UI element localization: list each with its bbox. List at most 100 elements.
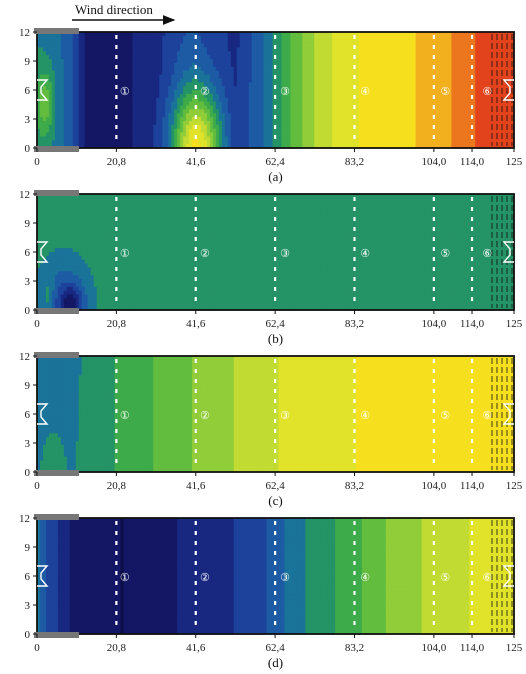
x-tick-label: 125 — [506, 642, 523, 654]
panel-4: ① ② ③ ④ ⑤ ⑥ 0 3 6 9 12 0 20,8 41,6 62,4 83,2 104,0 114,0 1… — [19, 513, 523, 670]
x-tick-label: 20,8 — [107, 156, 127, 168]
inlet-wall-bottom — [34, 470, 79, 476]
zone-label-3: ③ — [280, 86, 290, 98]
zone-label-2: ② — [200, 572, 210, 584]
zone-label-2: ② — [200, 410, 210, 422]
inlet-opening — [37, 241, 49, 263]
x-tick-label: 0 — [34, 480, 40, 492]
panel-caption: (b) — [268, 331, 283, 346]
x-tick-label: 114,0 — [460, 318, 485, 330]
inlet-opening — [37, 403, 49, 425]
zone-label-1: ① — [120, 572, 130, 584]
panel-caption: (a) — [268, 169, 282, 184]
wind-indicator: Wind direction — [72, 2, 176, 25]
x-tick-label: 62,4 — [265, 642, 285, 654]
wind-direction-label: Wind direction — [75, 2, 153, 17]
zone-label-5: ⑤ — [440, 410, 450, 422]
x-tick-label: 41,6 — [186, 318, 206, 330]
zone-label-4: ④ — [360, 86, 370, 98]
x-tick-label: 125 — [506, 480, 523, 492]
zone-label-1: ① — [120, 248, 130, 260]
panels: ① ② ③ ④ ⑤ ⑥ 0 3 6 9 12 0 20,8 41,6 62,4 83,2 104,0 114,0 1… — [19, 27, 523, 670]
contour-field — [37, 194, 515, 311]
x-tick-label: 41,6 — [186, 480, 206, 492]
panel-caption: (c) — [268, 493, 282, 508]
panel-3: ① ② ③ ④ ⑤ ⑥ 0 3 6 9 12 0 20,8 41,6 62,4 83,2 104,0 114,0 1… — [19, 351, 523, 508]
panel-caption: (d) — [268, 655, 283, 670]
y-tick-label: 3 — [25, 438, 31, 450]
x-tick-label: 114,0 — [460, 156, 485, 168]
y-tick-label: 3 — [25, 276, 31, 288]
zone-label-6: ⑥ — [482, 572, 492, 584]
y-tick-label: 12 — [19, 351, 30, 363]
y-tick-label: 0 — [25, 629, 31, 641]
x-tick-label: 114,0 — [460, 642, 485, 654]
zone-label-6: ⑥ — [482, 86, 492, 98]
x-tick-label: 104,0 — [421, 642, 446, 654]
zone-label-5: ⑤ — [440, 86, 450, 98]
inlet-wall-bottom — [34, 632, 79, 638]
x-tick-label: 62,4 — [265, 156, 285, 168]
x-tick-label: 0 — [34, 156, 40, 168]
x-tick-label: 41,6 — [186, 156, 206, 168]
zone-label-4: ④ — [360, 248, 370, 260]
panel-2: ① ② ③ ④ ⑤ ⑥ 0 3 6 9 12 0 20,8 41,6 62,4 83,2 104,0 114,0 1… — [19, 189, 523, 346]
zone-label-2: ② — [200, 248, 210, 260]
x-tick-label: 20,8 — [107, 642, 127, 654]
zone-label-2: ② — [200, 86, 210, 98]
panel-1: ① ② ③ ④ ⑤ ⑥ 0 3 6 9 12 0 20,8 41,6 62,4 83,2 104,0 114,0 1… — [19, 27, 523, 184]
y-tick-label: 12 — [19, 189, 30, 201]
y-tick-label: 9 — [25, 380, 31, 392]
outlet-grille — [491, 520, 514, 632]
y-tick-label: 0 — [25, 305, 31, 317]
x-tick-label: 83,2 — [345, 318, 364, 330]
zone-label-1: ① — [120, 86, 130, 98]
inlet-wall-top — [34, 352, 79, 358]
y-tick-label: 9 — [25, 542, 31, 554]
y-tick-label: 6 — [25, 247, 31, 259]
inlet-wall-bottom — [34, 146, 79, 152]
zone-label-6: ⑥ — [482, 410, 492, 422]
x-tick-label: 62,4 — [265, 318, 285, 330]
x-tick-label: 20,8 — [107, 318, 127, 330]
x-tick-label: 104,0 — [421, 318, 446, 330]
zone-label-5: ⑤ — [440, 572, 450, 584]
y-tick-label: 3 — [25, 600, 31, 612]
y-tick-label: 9 — [25, 56, 31, 68]
inlet-wall-bottom — [34, 308, 79, 314]
outlet-grille — [491, 196, 514, 308]
y-tick-label: 12 — [19, 513, 30, 525]
contour-field — [37, 356, 515, 473]
y-tick-label: 0 — [25, 467, 31, 479]
inlet-wall-top — [34, 28, 79, 34]
inlet-wall-top — [34, 514, 79, 520]
y-tick-label: 9 — [25, 218, 31, 230]
zone-label-3: ③ — [280, 572, 290, 584]
inlet-opening — [37, 79, 49, 101]
x-tick-label: 104,0 — [421, 480, 446, 492]
zone-label-6: ⑥ — [482, 248, 492, 260]
y-tick-label: 3 — [25, 114, 31, 126]
inlet-wall-top — [34, 190, 79, 196]
x-tick-label: 125 — [506, 156, 523, 168]
x-tick-label: 83,2 — [345, 156, 364, 168]
zone-label-1: ① — [120, 410, 130, 422]
x-tick-label: 41,6 — [186, 642, 206, 654]
x-tick-label: 0 — [34, 318, 40, 330]
outlet-grille — [491, 358, 514, 470]
x-tick-label: 83,2 — [345, 642, 364, 654]
x-tick-label: 0 — [34, 642, 40, 654]
x-tick-label: 62,4 — [265, 480, 285, 492]
outlet-grille — [491, 34, 514, 146]
y-tick-label: 12 — [19, 27, 30, 39]
zone-label-3: ③ — [280, 410, 290, 422]
zone-label-4: ④ — [360, 410, 370, 422]
y-tick-label: 0 — [25, 143, 31, 155]
zone-label-5: ⑤ — [440, 248, 450, 260]
y-tick-label: 6 — [25, 409, 31, 421]
y-tick-label: 6 — [25, 85, 31, 97]
zone-label-4: ④ — [360, 572, 370, 584]
inlet-opening — [37, 565, 49, 587]
x-tick-label: 20,8 — [107, 480, 127, 492]
